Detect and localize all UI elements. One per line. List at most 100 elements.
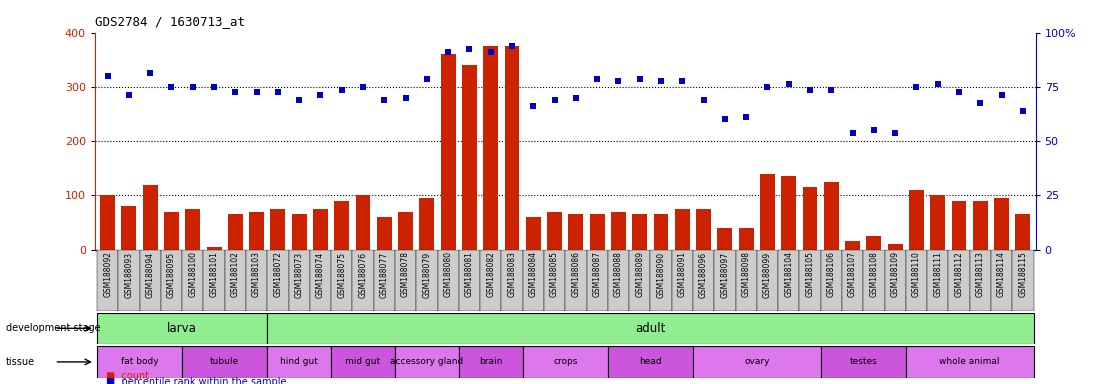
Text: GSM188102: GSM188102: [231, 252, 240, 297]
Bar: [994, 198, 1009, 250]
Text: GSM188084: GSM188084: [529, 252, 538, 298]
Bar: [224, 250, 246, 311]
Bar: [672, 250, 693, 311]
Bar: [651, 250, 672, 311]
Bar: [331, 250, 353, 311]
Text: GSM188104: GSM188104: [785, 252, 793, 298]
Text: GSM188092: GSM188092: [103, 252, 112, 298]
Bar: [501, 250, 522, 311]
Text: GSM188097: GSM188097: [721, 252, 730, 298]
Bar: [1012, 250, 1033, 311]
Bar: [185, 209, 200, 250]
Point: [844, 130, 862, 136]
Bar: [906, 346, 1033, 378]
Bar: [97, 313, 267, 344]
Text: GSM188115: GSM188115: [1019, 252, 1028, 297]
Bar: [312, 209, 328, 250]
Point: [525, 103, 542, 109]
Bar: [906, 250, 927, 311]
Bar: [845, 242, 860, 250]
Bar: [633, 214, 647, 250]
Point: [227, 89, 244, 95]
Point: [163, 84, 181, 90]
Bar: [547, 212, 562, 250]
Bar: [122, 206, 136, 250]
Bar: [612, 212, 626, 250]
Bar: [526, 217, 541, 250]
Point: [269, 89, 287, 95]
Bar: [952, 201, 966, 250]
Bar: [267, 313, 1033, 344]
Text: fat body: fat body: [121, 358, 158, 366]
Bar: [416, 250, 437, 311]
Bar: [887, 244, 903, 250]
Point: [290, 98, 308, 104]
Bar: [270, 209, 286, 250]
Text: GSM188111: GSM188111: [933, 252, 942, 297]
Text: GSM188078: GSM188078: [401, 252, 410, 298]
Bar: [714, 250, 735, 311]
Text: GSM188077: GSM188077: [379, 252, 388, 298]
Bar: [140, 250, 161, 311]
Bar: [608, 250, 629, 311]
Bar: [374, 250, 395, 311]
Text: accessory gland: accessory gland: [391, 358, 463, 366]
Bar: [203, 250, 224, 311]
Bar: [927, 250, 949, 311]
Bar: [866, 236, 882, 250]
Point: [205, 84, 223, 90]
Bar: [931, 195, 945, 250]
Bar: [377, 217, 392, 250]
Point: [1014, 108, 1032, 114]
Bar: [310, 250, 331, 311]
Bar: [629, 250, 651, 311]
Point: [694, 98, 712, 104]
Bar: [291, 214, 307, 250]
Bar: [522, 250, 543, 311]
Bar: [693, 250, 714, 311]
Text: hind gut: hind gut: [280, 358, 318, 366]
Text: head: head: [639, 358, 662, 366]
Text: GSM188086: GSM188086: [571, 252, 580, 298]
Text: GSM188106: GSM188106: [827, 252, 836, 298]
Bar: [182, 250, 203, 311]
Bar: [398, 212, 413, 250]
Bar: [1016, 214, 1030, 250]
Text: testes: testes: [849, 358, 877, 366]
Text: GSM188099: GSM188099: [763, 252, 772, 298]
Bar: [566, 250, 587, 311]
Bar: [802, 187, 818, 250]
Bar: [824, 182, 839, 250]
Point: [482, 48, 500, 55]
Point: [461, 46, 479, 52]
Point: [184, 84, 202, 90]
Text: GSM188073: GSM188073: [295, 252, 304, 298]
Bar: [864, 250, 885, 311]
Point: [865, 127, 883, 133]
Bar: [781, 176, 796, 250]
Bar: [335, 201, 349, 250]
Bar: [228, 214, 243, 250]
Point: [716, 116, 734, 122]
Bar: [161, 250, 182, 311]
Bar: [483, 46, 498, 250]
Bar: [331, 346, 395, 378]
Text: GSM188107: GSM188107: [848, 252, 857, 298]
Text: GSM188094: GSM188094: [146, 252, 155, 298]
Text: GSM188083: GSM188083: [508, 252, 517, 298]
Bar: [654, 214, 668, 250]
Text: GSM188098: GSM188098: [742, 252, 751, 298]
Bar: [696, 209, 711, 250]
Bar: [182, 346, 267, 378]
Point: [567, 95, 585, 101]
Bar: [289, 250, 310, 311]
Text: GSM188082: GSM188082: [487, 252, 496, 297]
Text: GSM188072: GSM188072: [273, 252, 282, 298]
Point: [801, 86, 819, 93]
Bar: [820, 346, 906, 378]
Bar: [587, 250, 608, 311]
Point: [929, 81, 946, 87]
Bar: [757, 250, 778, 311]
Text: GSM188105: GSM188105: [806, 252, 815, 298]
Text: whole animal: whole animal: [940, 358, 1000, 366]
